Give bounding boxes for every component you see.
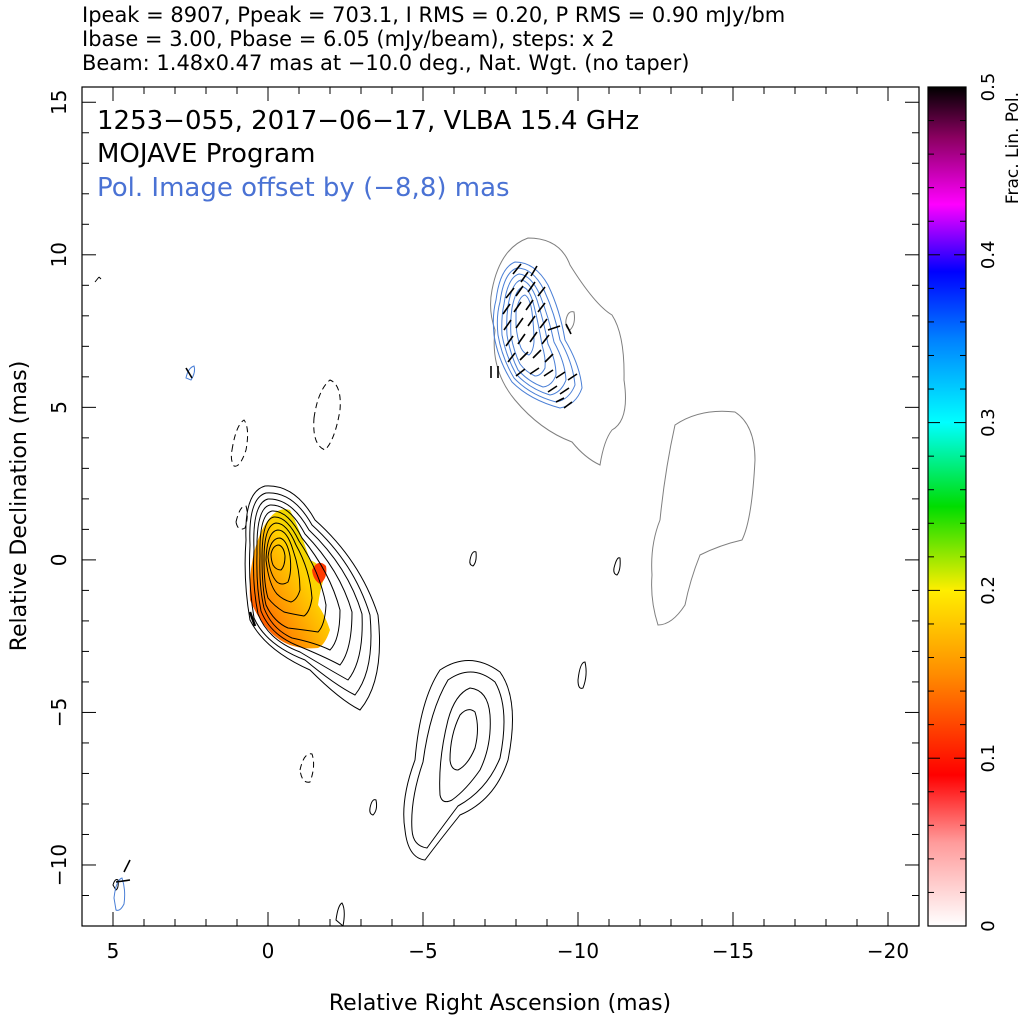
colorbar-tick-label: 0	[978, 920, 999, 931]
colorbar-tick-label: 0.3	[978, 408, 999, 437]
colorbar	[927, 86, 967, 927]
y-tick-label: 0	[47, 554, 71, 567]
program-label: MOJAVE Program	[97, 139, 315, 169]
y-tick-label: −5	[47, 698, 71, 727]
y-tick-label: 5	[47, 401, 71, 414]
colorbar-tick-label: 0.1	[978, 744, 999, 773]
fractional-pol-patch	[249, 509, 330, 649]
header-line-1: Ipeak = 8907, Ppeak = 703.1, I RMS = 0.2…	[82, 3, 786, 27]
colorbar-label: Frac. Lin. Pol.	[1003, 92, 1023, 204]
x-axis-label: Relative Right Ascension (mas)	[329, 991, 671, 1016]
core-contours	[244, 485, 380, 711]
x-axis-ticks: 5 0 −5 −10 −15 −20	[81, 87, 920, 963]
x-tick-label: −20	[867, 939, 909, 963]
x-tick-label: 5	[107, 939, 120, 963]
grey-contour-diffuse	[651, 410, 756, 626]
plot-frame	[81, 86, 920, 927]
y-axis-label: Relative Declination (mas)	[7, 361, 32, 652]
y-tick-label: −10	[47, 844, 71, 886]
x-tick-label: 0	[262, 939, 275, 963]
x-tick-label: −5	[408, 939, 437, 963]
x-tick-label: −10	[557, 939, 599, 963]
map-title: 1253−055, 2017−06−17, VLBA 15.4 GHz	[97, 106, 639, 136]
y-tick-label: 15	[47, 90, 71, 115]
grey-contour-pol-region	[490, 237, 626, 466]
header-line-3: Beam: 1.48x0.47 mas at −10.0 deg., Nat. …	[82, 51, 690, 75]
colorbar-tick-label: 0.5	[978, 73, 999, 102]
evpa-vectors	[115, 263, 578, 883]
pol-offset-note: Pol. Image offset by (−8,8) mas	[97, 173, 510, 203]
y-axis-ticks: −10 −5 0 5 10 15	[47, 90, 919, 927]
x-tick-label: −15	[712, 939, 754, 963]
colorbar-ticks: 0 0.1 0.2 0.3 0.4 0.5	[928, 73, 999, 932]
jet-contours	[403, 660, 513, 861]
colorbar-tick-label: 0.2	[978, 576, 999, 605]
negative-contours	[230, 379, 341, 783]
y-tick-label: 10	[47, 242, 71, 267]
isolated-contours	[94, 276, 621, 926]
colorbar-tick-label: 0.4	[978, 240, 999, 269]
pol-contours	[113, 261, 583, 911]
header-line-2: Ibase = 3.00, Pbase = 6.05 (mJy/beam), s…	[82, 27, 615, 51]
